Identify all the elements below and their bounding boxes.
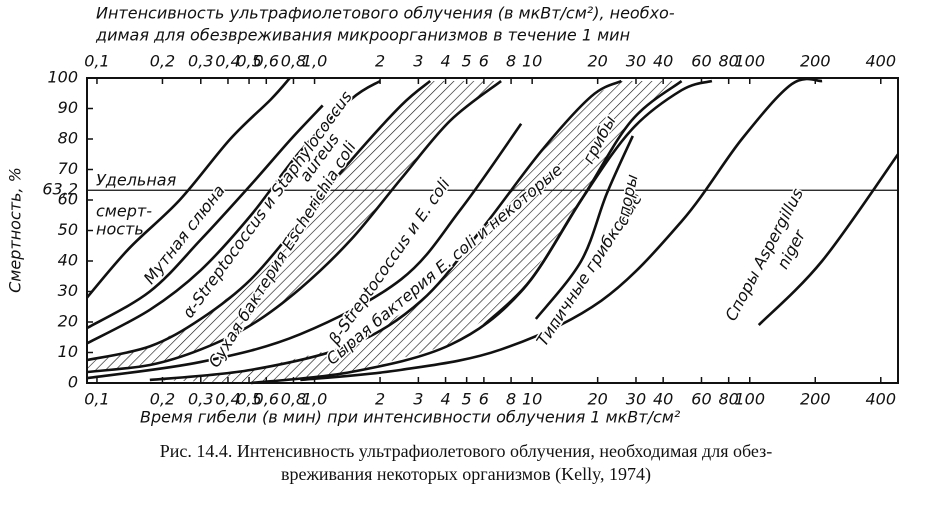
x-tick-label: 200 bbox=[800, 390, 831, 409]
hatched-band bbox=[87, 81, 502, 373]
x-tick-label: 0,1 bbox=[84, 390, 109, 409]
x-tick-label: 100 bbox=[734, 390, 765, 409]
curve bbox=[86, 77, 291, 299]
curve bbox=[86, 79, 381, 345]
x-tick-label: 0,8 bbox=[281, 390, 306, 409]
top-title: димая для обезвреживания микроорганизмов… bbox=[95, 26, 630, 45]
curve bbox=[86, 80, 502, 374]
hatched-band bbox=[149, 81, 682, 384]
y-tick-label: 80 bbox=[58, 129, 78, 148]
x-tick-label-top: 8 bbox=[506, 52, 516, 71]
y-axis-title: Смертность, % bbox=[6, 167, 25, 293]
x-tick-label: 8 bbox=[506, 390, 516, 409]
curve bbox=[86, 104, 324, 330]
x-tick-label: 20 bbox=[587, 390, 607, 409]
y-tick-label: 70 bbox=[58, 159, 78, 178]
x-tick-label-top: 40 bbox=[653, 52, 673, 71]
x-tick-label: 1,0 bbox=[302, 390, 327, 409]
x-tick-label-top: 100 bbox=[734, 52, 765, 71]
x-tick-label-top: 200 bbox=[800, 52, 831, 71]
x-tick-label-top: 400 bbox=[865, 52, 896, 71]
curve bbox=[534, 135, 634, 320]
reference-label: Удельная bbox=[96, 171, 177, 190]
curve bbox=[757, 153, 900, 326]
x-tick-label-top: 2 bbox=[375, 52, 385, 71]
x-tick-label-top: 1,0 bbox=[302, 52, 327, 71]
y-tick-label: 100 bbox=[47, 68, 78, 87]
x-tick-label-top: 30 bbox=[626, 52, 646, 71]
x-tick-label: 40 bbox=[653, 390, 673, 409]
x-tick-label-top: 60 bbox=[691, 52, 711, 71]
reference-label: смерт- bbox=[96, 202, 152, 221]
x-tick-label-top: 0,3 bbox=[188, 52, 213, 71]
x-tick-label-top: 10 bbox=[522, 52, 542, 71]
x-tick-label: 80 bbox=[718, 390, 738, 409]
curve bbox=[86, 122, 523, 380]
x-tick-label: 0,4 bbox=[215, 390, 240, 409]
y-tick-label: 40 bbox=[58, 251, 78, 270]
caption: вреживания некоторых организмов (Kelly, … bbox=[281, 464, 651, 485]
x-axis-title: Время гибели (в мин) при интенсивности о… bbox=[140, 408, 681, 427]
y-tick-label: 10 bbox=[58, 342, 78, 361]
x-tick-label: 400 bbox=[865, 390, 896, 409]
y-tick-label: 50 bbox=[58, 220, 78, 239]
x-tick-label-top: 0,8 bbox=[281, 52, 306, 71]
x-tick-label: 10 bbox=[522, 390, 542, 409]
x-tick-label-top: 20 bbox=[587, 52, 607, 71]
curve bbox=[482, 79, 713, 326]
x-tick-label: 0,3 bbox=[188, 390, 213, 409]
y-tick-label: 20 bbox=[58, 312, 78, 331]
curve bbox=[300, 77, 823, 382]
x-tick-label-top: 0,5 bbox=[236, 52, 261, 71]
x-tick-label: 0,5 bbox=[236, 390, 261, 409]
curve bbox=[86, 80, 432, 362]
y-tick-label: 63,2 bbox=[42, 180, 78, 199]
y-tick-label: 90 bbox=[58, 98, 78, 117]
x-tick-label: 3 bbox=[413, 390, 423, 409]
x-tick-label-top: 3 bbox=[413, 52, 423, 71]
x-tick-label: 4 bbox=[440, 390, 450, 409]
x-tick-label-top: 6 bbox=[479, 52, 489, 71]
curve bbox=[149, 79, 622, 382]
y-tick-label: 0 bbox=[68, 373, 78, 392]
x-tick-label-top: 5 bbox=[462, 52, 472, 71]
y-tick-label: 30 bbox=[58, 281, 78, 300]
x-tick-label: 5 bbox=[462, 390, 472, 409]
x-tick-label: 2 bbox=[375, 390, 385, 409]
x-tick-label-top: 0,1 bbox=[84, 52, 109, 71]
x-tick-label-top: 0,2 bbox=[150, 52, 175, 71]
x-tick-label: 60 bbox=[691, 390, 711, 409]
x-tick-label: 30 bbox=[626, 390, 646, 409]
y-tick-label: 60 bbox=[58, 190, 78, 209]
x-tick-label-top: 4 bbox=[440, 52, 450, 71]
reference-label: ность bbox=[96, 220, 144, 239]
x-tick-label: 6 bbox=[479, 390, 489, 409]
x-tick-label-top: 0,4 bbox=[215, 52, 240, 71]
top-title: Интенсивность ультрафиолетового облучени… bbox=[96, 4, 675, 23]
x-tick-label-top: 0,6 bbox=[254, 52, 279, 71]
x-tick-label: 0,6 bbox=[254, 390, 279, 409]
caption: Рис. 14.4. Интенсивность ультрафиолетово… bbox=[160, 441, 772, 461]
x-tick-label-top: 80 bbox=[718, 52, 738, 71]
x-tick-label: 0,2 bbox=[150, 390, 175, 409]
